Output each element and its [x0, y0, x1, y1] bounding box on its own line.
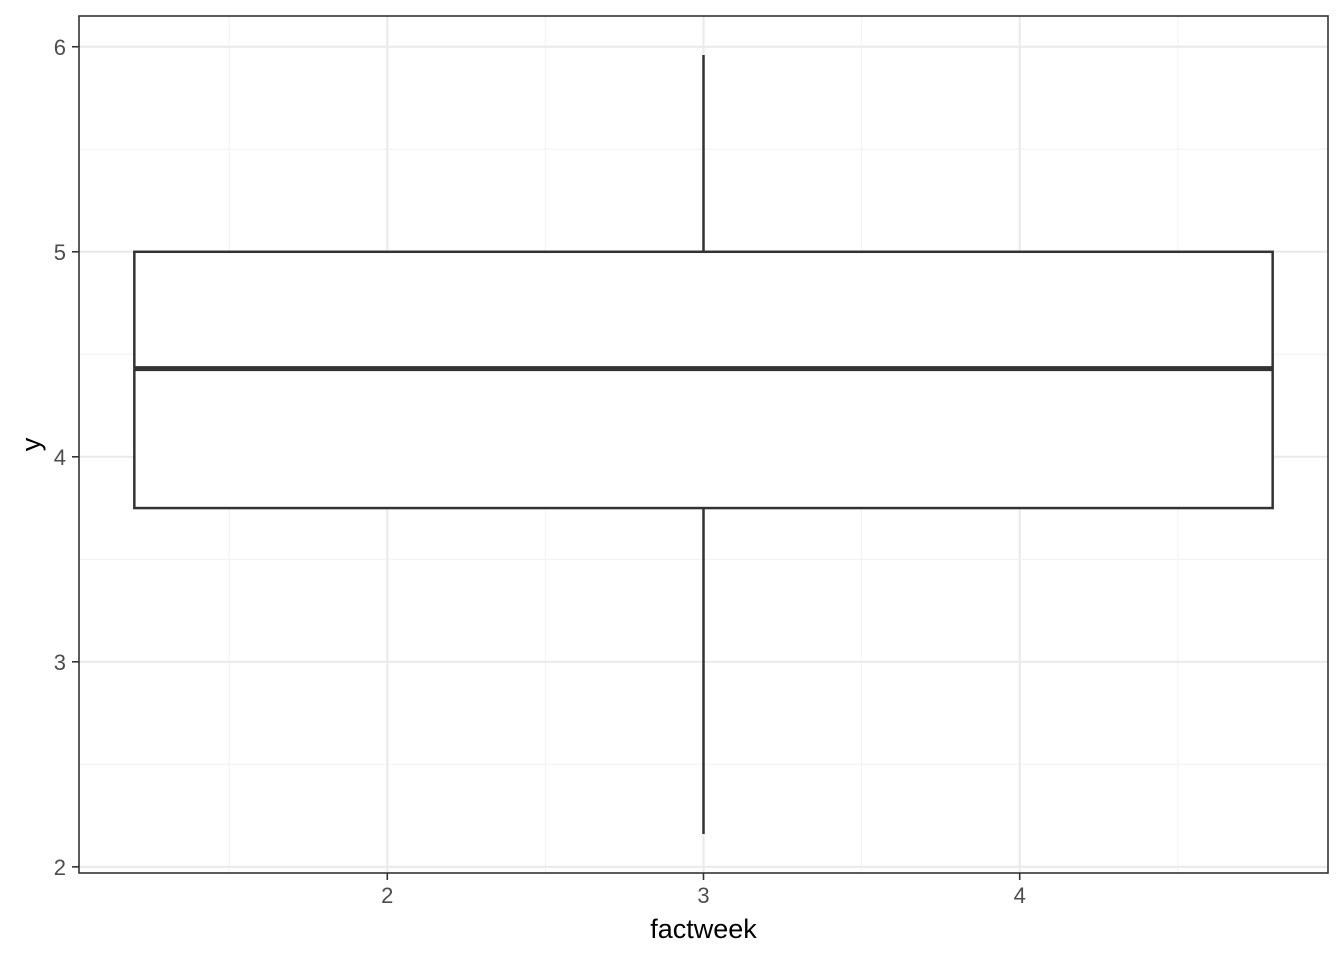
y-tick-label: 6: [54, 35, 66, 60]
y-axis-title: y: [16, 437, 46, 451]
x-axis-title: factweek: [650, 914, 757, 944]
x-axis-ticks: 2 3 4: [381, 873, 1026, 908]
y-tick-label: 5: [54, 240, 66, 265]
box-iqr: [133, 250, 1274, 510]
x-tick-label: 2: [381, 883, 393, 908]
y-tick-label: 3: [54, 650, 66, 675]
y-axis-ticks: 2 3 4 5 6: [54, 35, 79, 880]
y-tick-label: 4: [54, 445, 66, 470]
x-tick-label: 3: [697, 883, 709, 908]
boxes: [133, 54, 1274, 835]
y-tick-label: 2: [54, 855, 66, 880]
x-tick-label: 4: [1014, 883, 1026, 908]
